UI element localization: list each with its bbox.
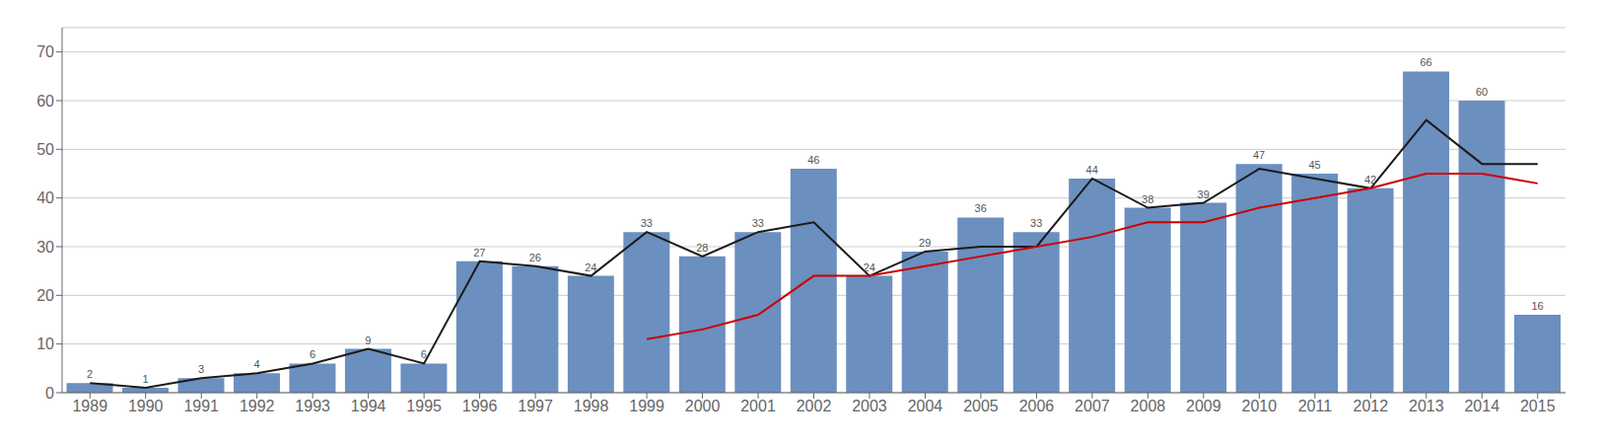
svg-text:28: 28 [695, 241, 708, 254]
svg-text:4: 4 [253, 357, 260, 370]
svg-text:1989: 1989 [71, 397, 108, 415]
svg-text:45: 45 [1308, 158, 1321, 171]
svg-text:36: 36 [974, 202, 987, 214]
svg-text:20: 20 [36, 286, 55, 304]
svg-text:6: 6 [420, 347, 427, 360]
svg-text:44: 44 [1086, 163, 1099, 176]
svg-text:2006: 2006 [1019, 397, 1055, 415]
svg-text:1996: 1996 [462, 397, 498, 415]
svg-text:47: 47 [1252, 148, 1265, 161]
svg-text:38: 38 [1141, 193, 1154, 206]
svg-text:2012: 2012 [1353, 397, 1390, 415]
svg-text:24: 24 [863, 261, 876, 274]
svg-text:70: 70 [36, 43, 55, 61]
svg-text:2009: 2009 [1185, 397, 1222, 415]
svg-text:26: 26 [529, 251, 542, 264]
svg-text:2004: 2004 [907, 397, 944, 415]
svg-text:1994: 1994 [350, 397, 387, 415]
svg-text:46: 46 [807, 153, 820, 166]
svg-text:3: 3 [198, 362, 205, 375]
svg-text:1990: 1990 [128, 397, 164, 415]
svg-text:2014: 2014 [1463, 397, 1500, 415]
svg-text:6: 6 [309, 347, 316, 360]
svg-text:2015: 2015 [1520, 397, 1556, 415]
svg-text:66: 66 [1419, 56, 1432, 69]
svg-text:0: 0 [45, 384, 55, 402]
svg-text:40: 40 [36, 189, 55, 207]
svg-text:2010: 2010 [1242, 397, 1278, 415]
svg-text:2007: 2007 [1074, 397, 1111, 415]
svg-text:1999: 1999 [628, 397, 665, 415]
svg-text:2008: 2008 [1130, 397, 1167, 415]
svg-text:2013: 2013 [1408, 397, 1445, 415]
svg-text:2: 2 [86, 367, 93, 380]
svg-text:2003: 2003 [851, 397, 888, 415]
svg-text:10: 10 [36, 335, 55, 352]
svg-text:29: 29 [918, 236, 931, 249]
svg-text:33: 33 [640, 216, 653, 229]
svg-text:9: 9 [364, 334, 371, 347]
svg-text:30: 30 [36, 238, 55, 256]
svg-text:2000: 2000 [685, 397, 721, 415]
svg-text:33: 33 [1030, 216, 1043, 229]
svg-text:2002: 2002 [796, 397, 833, 415]
svg-text:2011: 2011 [1298, 397, 1333, 415]
svg-text:27: 27 [473, 246, 486, 259]
svg-text:16: 16 [1530, 299, 1543, 312]
svg-text:2001: 2001 [740, 397, 776, 415]
svg-text:1993: 1993 [294, 397, 331, 415]
svg-text:1991: 1991 [183, 397, 219, 415]
svg-text:33: 33 [752, 216, 765, 229]
svg-text:1: 1 [141, 372, 148, 385]
svg-text:50: 50 [36, 140, 55, 158]
svg-text:24: 24 [584, 261, 597, 274]
svg-text:39: 39 [1197, 188, 1210, 201]
svg-text:60: 60 [1475, 85, 1488, 98]
svg-text:1995: 1995 [406, 397, 442, 415]
svg-text:1992: 1992 [239, 397, 276, 415]
svg-text:1998: 1998 [573, 397, 610, 415]
svg-text:2005: 2005 [963, 397, 999, 415]
svg-text:60: 60 [36, 92, 55, 110]
svg-text:1997: 1997 [517, 397, 554, 415]
svg-text:42: 42 [1364, 173, 1377, 186]
